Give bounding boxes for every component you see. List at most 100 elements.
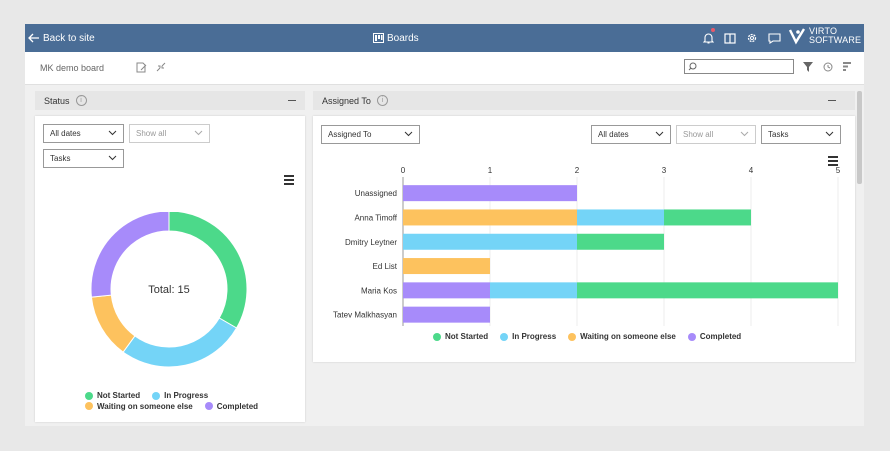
- status-dates-dropdown[interactable]: All dates: [43, 124, 124, 143]
- filter-button[interactable]: [803, 62, 813, 74]
- notifications-button[interactable]: [697, 24, 719, 52]
- assigned-chart-menu-button[interactable]: [828, 156, 838, 168]
- legend-swatch: [500, 332, 509, 341]
- edit-board-button[interactable]: [136, 62, 147, 75]
- bar-segment[interactable]: [577, 282, 838, 299]
- assigned-panel: Assigned To All dates Show all Tasks 0 1 2…: [313, 116, 855, 362]
- notification-dot: [711, 28, 715, 32]
- info-icon[interactable]: i: [376, 95, 388, 106]
- legend-swatch: [687, 332, 696, 341]
- search-input[interactable]: [684, 59, 794, 74]
- legend-label: Waiting on someone else: [580, 332, 676, 341]
- y-category-label: Maria Kos: [361, 286, 397, 295]
- scrollbar[interactable]: [857, 91, 862, 184]
- x-tick-label: 4: [749, 166, 754, 175]
- status-type-value: Tasks: [50, 154, 71, 163]
- assigned-panel-header: Assigned To i: [313, 91, 855, 110]
- status-donut-chart: Total: 15: [90, 212, 248, 368]
- info-icon[interactable]: i: [75, 95, 87, 106]
- legend-item[interactable]: Waiting on someone else: [85, 402, 193, 411]
- assigned-dates-dropdown[interactable]: All dates: [591, 125, 671, 144]
- legend-label: In Progress: [512, 332, 557, 341]
- history-button[interactable]: [823, 62, 833, 74]
- back-to-site-label: Back to site: [43, 32, 95, 44]
- assigned-group-value: Assigned To: [328, 130, 372, 139]
- minimize-assigned-button[interactable]: [828, 100, 836, 101]
- status-type-dropdown[interactable]: Tasks: [43, 149, 124, 168]
- status-show-value: Show all: [136, 129, 167, 138]
- y-category-label: Dmitry Leytner: [345, 238, 397, 247]
- chevron-down-icon: [194, 130, 203, 136]
- feedback-button[interactable]: [763, 24, 785, 52]
- gear-icon: [747, 33, 757, 43]
- chevron-down-icon: [404, 131, 413, 137]
- legend-item[interactable]: In Progress: [152, 391, 208, 400]
- legend-label: Not Started: [445, 332, 489, 341]
- chevron-down-icon: [108, 155, 117, 161]
- chevron-down-icon: [825, 131, 834, 137]
- legend-item[interactable]: Waiting on someone else: [568, 332, 676, 341]
- legend-swatch: [152, 391, 161, 400]
- status-chart-menu-button[interactable]: [284, 175, 294, 187]
- status-show-dropdown[interactable]: Show all: [129, 124, 210, 143]
- assigned-legend: Not Started In Progress Waiting on someone…: [433, 332, 833, 343]
- assigned-panel-title: Assigned To: [322, 95, 371, 106]
- legend-item[interactable]: Not Started: [433, 332, 488, 341]
- logo-text-line2: SOFTWARE: [809, 35, 862, 45]
- bar-segment[interactable]: [403, 306, 490, 323]
- filter-icon: [803, 62, 813, 72]
- bar-segment[interactable]: [403, 282, 490, 299]
- legend-label: Waiting on someone else: [97, 401, 193, 411]
- donut-slice[interactable]: [90, 294, 136, 353]
- x-tick-label: 1: [488, 166, 493, 175]
- assigned-type-dropdown[interactable]: Tasks: [761, 125, 841, 144]
- bar-segment[interactable]: [577, 233, 664, 250]
- legend-item[interactable]: Completed: [687, 332, 742, 341]
- bar-segment[interactable]: [664, 209, 751, 226]
- book-icon: [724, 32, 736, 44]
- chevron-down-icon: [740, 131, 749, 137]
- virto-logo: VIRTO SOFTWARE: [788, 27, 861, 45]
- legend-swatch: [204, 402, 213, 410]
- bars-icon: [843, 62, 851, 71]
- assigned-show-dropdown[interactable]: Show all: [676, 125, 756, 144]
- book-button[interactable]: [719, 24, 741, 52]
- layout-button[interactable]: [843, 62, 853, 73]
- minimize-status-button[interactable]: [288, 100, 296, 101]
- bar-segment[interactable]: [577, 209, 664, 226]
- back-to-site-link[interactable]: Back to site: [28, 24, 95, 52]
- bar-segment[interactable]: [490, 282, 577, 299]
- status-dates-value: All dates: [50, 129, 81, 138]
- assigned-group-dropdown[interactable]: Assigned To: [321, 125, 420, 144]
- boards-title: Boards: [373, 24, 419, 52]
- donut-slice[interactable]: [122, 317, 238, 368]
- virto-logo-icon: [788, 28, 806, 45]
- donut-slice[interactable]: [90, 212, 170, 298]
- bar-segment[interactable]: [403, 209, 577, 226]
- status-panel: All dates Show all Tasks Total: 15 Not S…: [35, 116, 305, 422]
- legend-label: Not Started: [97, 391, 141, 400]
- chat-icon: [767, 32, 781, 44]
- collapse-arrows-icon: [156, 62, 166, 72]
- x-tick-label: 3: [662, 166, 667, 175]
- history-icon: [823, 62, 833, 72]
- donut-slice[interactable]: [168, 212, 248, 329]
- y-category-label: Ed List: [373, 262, 398, 271]
- bar-segment[interactable]: [403, 258, 490, 275]
- edit-icon: [136, 62, 147, 73]
- collapse-button[interactable]: [156, 62, 166, 74]
- top-icons: [697, 24, 785, 52]
- legend-item[interactable]: Not Started: [85, 391, 140, 400]
- top-bar: Back to site Boards: [25, 24, 864, 52]
- settings-button[interactable]: [741, 24, 763, 52]
- bar-segment[interactable]: [403, 233, 577, 250]
- donut-total-label: Total: 15: [148, 284, 190, 296]
- legend-item[interactable]: Completed: [204, 402, 258, 411]
- board-name: MK demo board: [40, 63, 105, 73]
- legend-label: Completed: [699, 332, 742, 341]
- logo-text: VIRTO SOFTWARE: [809, 27, 861, 45]
- bar-segment[interactable]: [403, 185, 577, 202]
- app-window: Back to site Boards: [25, 24, 864, 426]
- logo-text-line1: VIRTO: [809, 26, 838, 36]
- legend-item[interactable]: In Progress: [500, 332, 556, 341]
